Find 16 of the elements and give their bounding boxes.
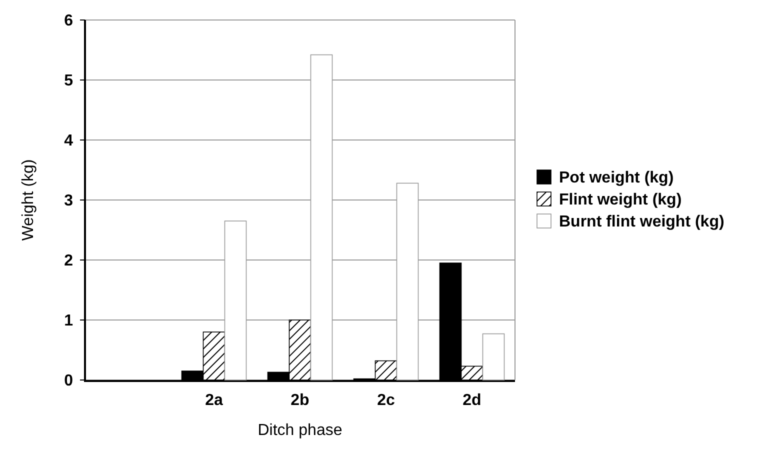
y-tick-label: 5 bbox=[64, 72, 74, 90]
x-tick-label: 2d bbox=[462, 392, 482, 409]
y-tick-label: 4 bbox=[64, 132, 74, 150]
legend-label: Burnt flint weight (kg) bbox=[559, 214, 724, 231]
y-tick-label: 1 bbox=[64, 312, 74, 330]
legend-label: Pot weight (kg) bbox=[559, 170, 674, 187]
legend-label: Flint weight (kg) bbox=[559, 192, 682, 209]
x-tick-label: 2b bbox=[290, 392, 310, 409]
x-tick-label: 2c bbox=[377, 392, 395, 409]
y-tick-label: 3 bbox=[64, 192, 74, 210]
x-tick-label: 2a bbox=[205, 392, 223, 409]
y-tick-label: 0 bbox=[64, 372, 74, 390]
y-axis-title: Weight (kg) bbox=[20, 159, 37, 241]
x-axis-title: Ditch phase bbox=[258, 422, 342, 439]
y-tick-label: 6 bbox=[64, 12, 74, 30]
y-tick-label: 2 bbox=[64, 252, 74, 270]
